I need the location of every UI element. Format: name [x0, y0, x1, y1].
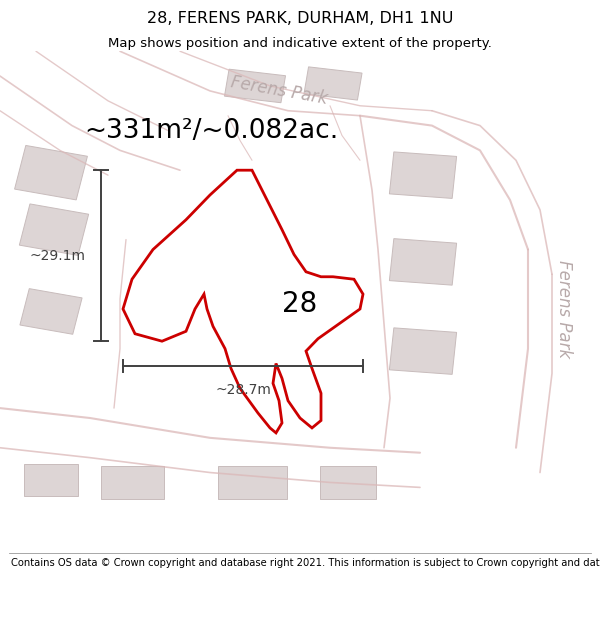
Polygon shape [24, 464, 78, 496]
Polygon shape [19, 204, 89, 256]
Text: Ferens Park: Ferens Park [229, 74, 329, 108]
Text: 28, FERENS PARK, DURHAM, DH1 1NU: 28, FERENS PARK, DURHAM, DH1 1NU [147, 11, 453, 26]
Text: ~29.1m: ~29.1m [30, 249, 86, 262]
Polygon shape [218, 466, 287, 499]
Polygon shape [389, 152, 457, 198]
Text: 28: 28 [283, 290, 317, 318]
Polygon shape [389, 328, 457, 374]
Text: ~331m²/~0.082ac.: ~331m²/~0.082ac. [84, 118, 338, 144]
Text: Ferens Park: Ferens Park [555, 260, 573, 358]
Polygon shape [224, 69, 286, 102]
Text: Contains OS data © Crown copyright and database right 2021. This information is : Contains OS data © Crown copyright and d… [11, 558, 600, 568]
Polygon shape [304, 67, 362, 100]
Polygon shape [320, 466, 377, 499]
Text: ~28.7m: ~28.7m [215, 383, 271, 398]
Polygon shape [101, 466, 163, 499]
Text: Map shows position and indicative extent of the property.: Map shows position and indicative extent… [108, 37, 492, 50]
Polygon shape [20, 289, 82, 334]
Polygon shape [14, 146, 88, 200]
Polygon shape [389, 239, 457, 285]
